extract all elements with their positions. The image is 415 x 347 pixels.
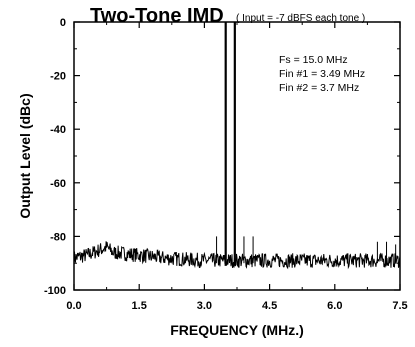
y-tick-label: -60 — [50, 178, 66, 190]
y-axis-label: Output Level (dBc) — [17, 93, 33, 218]
x-tick-label: 1.5 — [132, 300, 147, 312]
y-tick-label: -40 — [50, 124, 66, 136]
x-tick-label: 3.0 — [197, 300, 212, 312]
x-tick-label: 6.0 — [327, 300, 342, 312]
annotation-fin1: Fin #1 = 3.49 MHz — [279, 68, 365, 80]
y-tick-label: -100 — [44, 285, 66, 297]
y-tick-label: 0 — [60, 17, 66, 29]
y-tick-label: -80 — [50, 231, 66, 243]
plot-marks — [73, 22, 401, 270]
axis-ticks: 0.0 1.5 3.0 4.5 6.0 7.5 0 -20 -40 -60 -80 -100 — [44, 17, 408, 312]
noise-floor-trace — [73, 241, 401, 270]
x-tick-label: 7.5 — [392, 300, 407, 312]
annotation-fs: Fs = 15.0 MHz — [279, 54, 348, 66]
x-axis-label: FREQUENCY (MHz.) — [170, 322, 304, 338]
y-tick-label: -20 — [50, 71, 66, 83]
chart-title: Two-Tone IMD — [90, 5, 224, 27]
x-tick-label: 4.5 — [262, 300, 277, 312]
plot-frame — [73, 21, 401, 291]
chart-subtitle: ( Input = -7 dBFS each tone ) — [236, 13, 365, 24]
annotation-fin2: Fin #2 = 3.7 MHz — [279, 82, 359, 94]
x-tick-label: 0.0 — [66, 300, 81, 312]
